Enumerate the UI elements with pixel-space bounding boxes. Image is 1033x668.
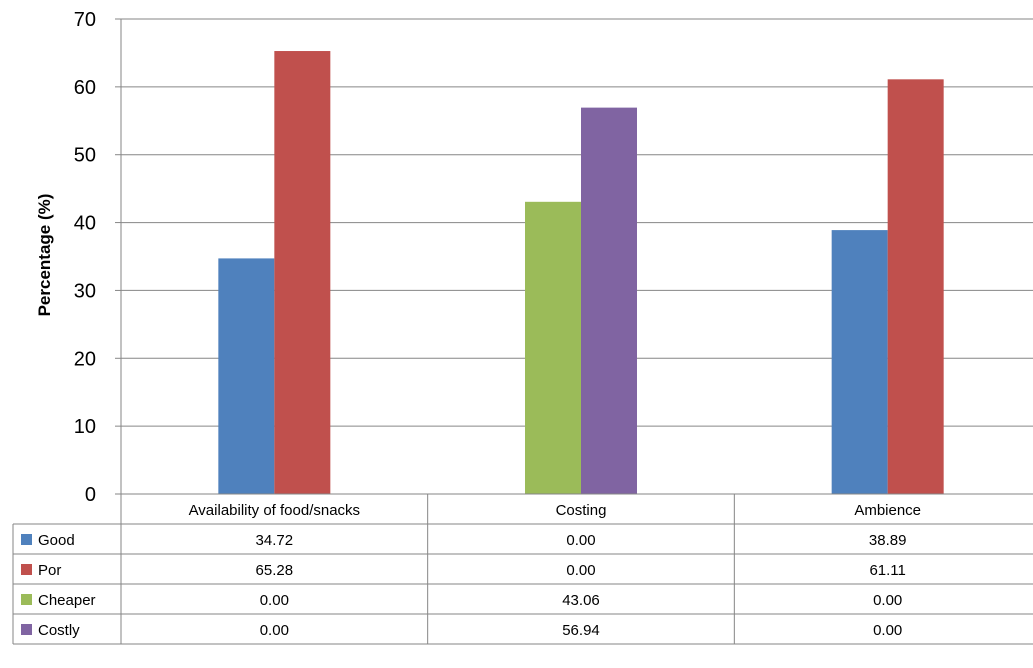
y-axis-label: Percentage (%) bbox=[35, 194, 54, 317]
table-cell-value: 0.00 bbox=[566, 532, 595, 549]
table-cell-value: 43.06 bbox=[562, 592, 600, 609]
y-tick-label: 50 bbox=[74, 145, 96, 167]
legend-swatch bbox=[21, 534, 32, 545]
y-tick-label: 60 bbox=[74, 77, 96, 99]
table-cell-value: 61.11 bbox=[869, 562, 905, 579]
bars bbox=[218, 51, 944, 495]
table-cell-value: 65.28 bbox=[256, 562, 294, 579]
legend-label: Cheaper bbox=[38, 592, 96, 609]
table-cell-value: 0.00 bbox=[260, 622, 289, 639]
legend-label: Good bbox=[38, 532, 75, 549]
legend-label: Costly bbox=[38, 622, 80, 639]
bar-good bbox=[218, 258, 275, 494]
x-category-label: Costing bbox=[556, 502, 607, 519]
legend-label: Por bbox=[38, 562, 61, 579]
table-cell-value: 0.00 bbox=[873, 592, 902, 609]
y-tick-label: 20 bbox=[74, 348, 96, 370]
legend-swatch bbox=[21, 564, 32, 575]
bar-por bbox=[274, 51, 331, 495]
bar-por bbox=[887, 79, 944, 494]
y-tick-label: 70 bbox=[74, 9, 96, 31]
x-category-label: Availability of food/snacks bbox=[189, 502, 360, 519]
y-tick-label: 0 bbox=[85, 484, 96, 506]
y-tick-label: 10 bbox=[74, 416, 96, 438]
bar-cheaper bbox=[525, 201, 581, 495]
table-cell-value: 38.89 bbox=[869, 532, 907, 549]
x-category-label: Ambience bbox=[854, 502, 921, 519]
y-tick-label: 40 bbox=[74, 213, 96, 235]
table-cell-value: 34.72 bbox=[256, 532, 294, 549]
table-cell-value: 56.94 bbox=[562, 622, 600, 639]
bar-good bbox=[831, 230, 888, 494]
table-cell-value: 0.00 bbox=[873, 622, 902, 639]
axes bbox=[115, 18, 1033, 495]
y-tick-label: 30 bbox=[74, 280, 96, 302]
bar-costly bbox=[581, 107, 637, 494]
legend-swatch bbox=[21, 594, 32, 605]
legend-swatch bbox=[21, 624, 32, 635]
table-cell-value: 0.00 bbox=[260, 592, 289, 609]
table-cell-value: 0.00 bbox=[566, 562, 595, 579]
y-tick-labels: 0 10 20 30 40 50 60 70 bbox=[74, 9, 96, 506]
data-table: Availability of food/snacks Costing Ambien… bbox=[12, 494, 1033, 645]
